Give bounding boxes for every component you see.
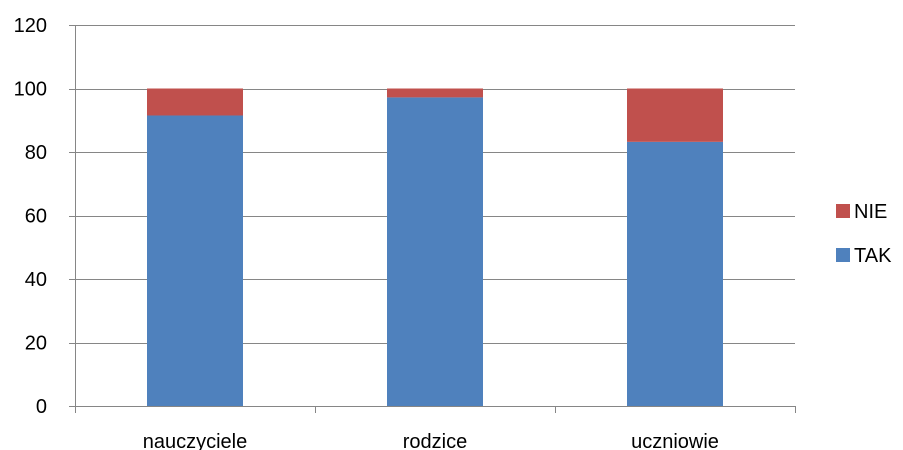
y-tick-label: 120 [14, 15, 47, 37]
bar-tak-uczniowie [627, 141, 723, 406]
bar-nie-uczniowie [627, 88, 723, 142]
legend: NIE TAK [836, 201, 892, 267]
y-tick-label: 60 [25, 206, 47, 228]
legend-swatch-nie [836, 204, 850, 218]
y-tick-label: 40 [25, 269, 47, 291]
bar-nie-rodzice [387, 88, 483, 98]
y-tick-label: 100 [14, 79, 47, 101]
bar-tak-rodzice [387, 97, 483, 406]
x-tick-label: nauczyciele [143, 431, 248, 450]
bar-tak-nauczyciele [147, 115, 243, 407]
legend-swatch-tak [836, 248, 850, 262]
y-tick-label: 0 [36, 396, 47, 418]
legend-label-nie: NIE [854, 201, 887, 223]
legend-label-tak: TAK [854, 245, 892, 267]
y-tick-label: 80 [25, 142, 47, 164]
bar-nie-nauczyciele [147, 88, 243, 116]
x-tick-label: rodzice [403, 431, 467, 450]
y-tick-label: 20 [25, 333, 47, 355]
axes: 0 20 40 60 80 100 120 nauczyciele rodzice uczniow… [14, 15, 796, 450]
bars [147, 88, 723, 407]
x-tick-label: uczniowie [631, 431, 719, 450]
